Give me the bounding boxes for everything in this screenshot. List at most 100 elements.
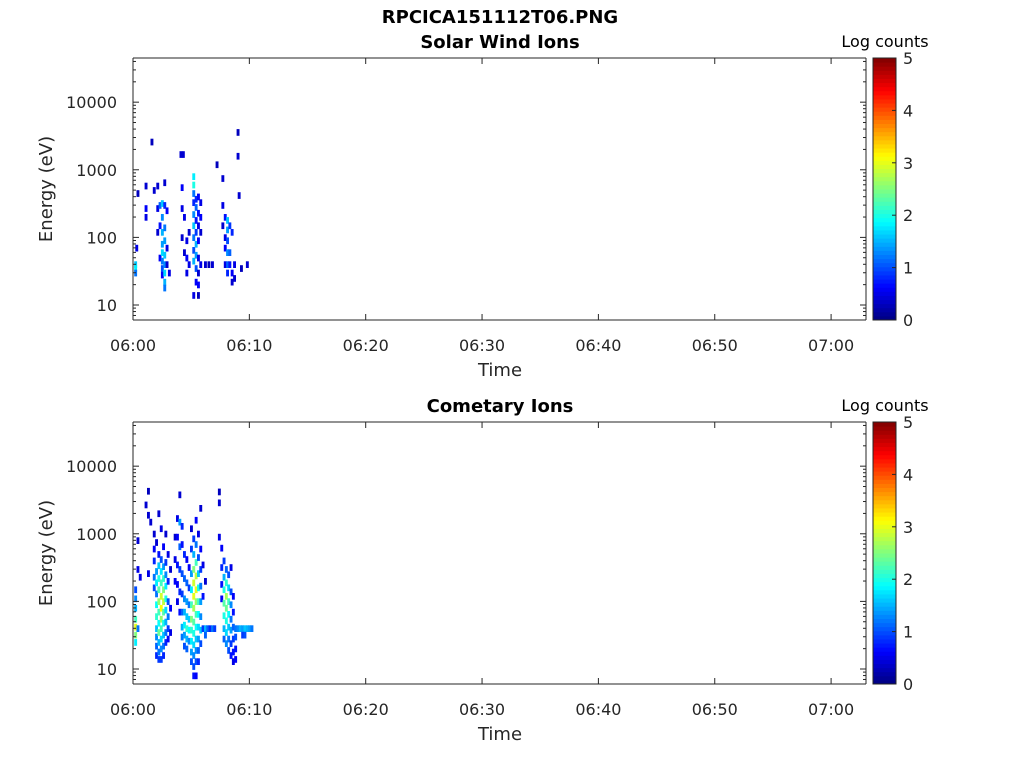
x-tick-label: 06:20 [343,336,389,355]
data-cell [204,578,207,585]
y-tick-label: 10 [97,660,117,679]
data-cell [190,637,193,645]
data-cell [226,269,229,277]
data-cell [192,593,196,600]
data-cell [162,642,165,650]
data-cell [192,257,196,265]
colorbar-tick-label: 0 [903,675,913,694]
data-cell [134,595,138,603]
data-cell [155,539,158,546]
data-cell [192,652,196,659]
colorbar-segment [873,135,896,141]
colorbar-segment [873,74,896,79]
data-cell [162,575,165,582]
figure-title: RPCICA151112T06.PNG [381,7,619,28]
colorbar-segment [873,82,896,88]
data-cell [231,623,235,631]
data-cell [162,563,165,570]
data-cell [155,613,158,620]
data-cell [197,237,200,245]
colorbar-segment [873,274,896,280]
colorbar-segment [873,643,896,648]
data-cell [229,615,233,623]
colorbar-segment [873,507,896,513]
data-cell [234,633,238,641]
data-cell [192,672,196,680]
colorbar-segment [873,475,896,480]
colorbar-segment [873,634,896,640]
data-cell [134,639,138,646]
data-cell [229,640,233,647]
data-cell [224,566,228,573]
data-cell [157,575,161,582]
colorbar-segment [873,544,896,550]
colorbar-label: Log counts [841,396,928,415]
data-cell [166,613,170,620]
colorbar-segment [873,111,896,116]
x-tick-label: 06:40 [575,700,621,719]
data-cell [233,261,236,268]
colorbar-tick-label: 4 [903,465,913,484]
data-cell [221,222,225,230]
data-cell [136,190,140,197]
data-cell [194,611,198,618]
data-cell [228,261,232,268]
colorbar-segment [873,270,896,276]
colorbar: 0 1 2 3 4 5 [872,49,913,330]
colorbar-segment [873,90,896,96]
colorbar-segment [873,287,896,292]
data-cell [192,551,196,558]
x-axis-label: Time [477,724,522,745]
data-cell [180,541,184,548]
data-cell [185,635,189,643]
colorbar-segment [873,659,896,665]
data-cell [215,161,219,169]
colorbar-segment [873,491,896,497]
data-cell [190,601,193,609]
colorbar-segment [873,283,896,288]
x-tick-label: 07:00 [808,700,854,719]
data-cell [163,224,167,232]
data-cell [165,261,169,268]
colorbar-tick-label: 0 [903,311,913,330]
colorbar-segment [873,655,896,660]
colorbar-segment [873,598,896,603]
data-cell [187,584,191,592]
colorbar-segment [873,573,896,579]
data-cell [190,658,193,665]
data-cell [155,568,158,575]
colorbar-segment [873,483,896,488]
data-cell [229,652,233,659]
data-cell [180,523,184,530]
data-cell [211,625,214,632]
data-cell [180,205,184,212]
data-cell [226,217,229,224]
colorbar-segment [873,520,896,525]
data-cell [197,570,200,577]
data-cell [227,571,231,579]
data-cell [211,261,214,268]
data-cell [192,190,196,197]
data-cell [187,261,191,268]
colorbar-segment [873,197,896,202]
data-cell [183,608,186,616]
data-cell [166,551,170,558]
colorbar-segment [873,221,896,227]
data-cell [163,261,167,268]
data-cell [180,633,184,641]
data-cell [144,205,148,212]
colorbar-segment [873,78,896,84]
data-cell [226,261,229,268]
data-cell [192,630,196,637]
data-cell [152,573,156,581]
data-cell [164,559,168,566]
data-cell [163,278,167,286]
colorbar-segment [873,242,896,247]
data-cell [159,625,163,632]
colorbar-segment [873,311,896,317]
data-cell [190,615,193,623]
data-cell [238,625,242,632]
data-cell [160,249,164,256]
data-cell [185,556,189,563]
